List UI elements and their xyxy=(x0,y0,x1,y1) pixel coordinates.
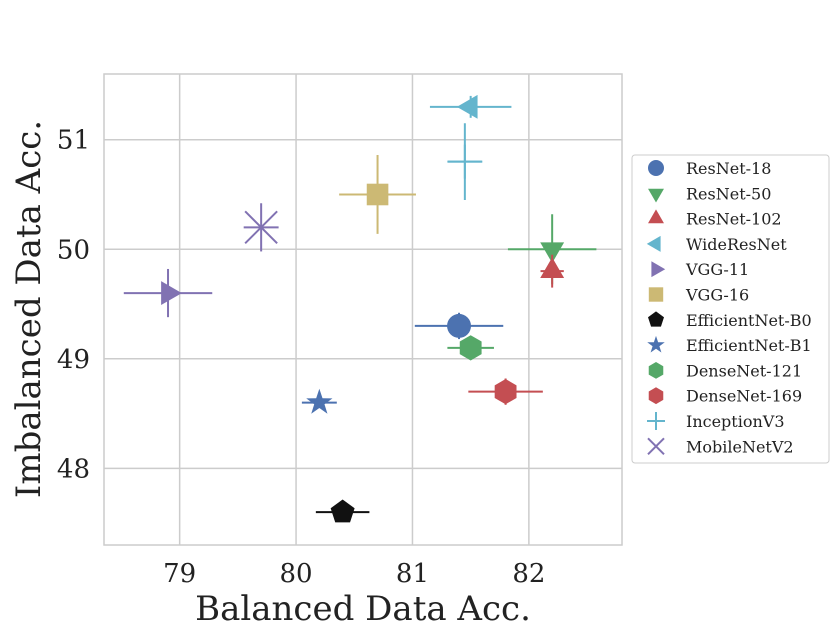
legend-entry-wideresnet: WideResNet xyxy=(646,235,787,254)
legend-label-wideresnet: WideResNet xyxy=(686,235,787,254)
marker-efficientnet-b0 xyxy=(330,499,355,523)
legend-entry-mobilenetv2: MobileNetV2 xyxy=(647,437,794,456)
legend-entry-vgg-11: VGG-11 xyxy=(651,260,749,279)
legend-label-mobilenetv2: MobileNetV2 xyxy=(686,437,794,456)
y-axis-title: Imbalanced Data Acc. xyxy=(9,120,49,498)
legend-marker-mobilenetv2 xyxy=(647,437,665,456)
legend-label-vgg-11: VGG-11 xyxy=(685,260,749,279)
legend-marker-densenet-121 xyxy=(648,362,664,379)
series-efficientnet-b0 xyxy=(315,499,370,523)
legend-entry-efficientnet-b0: EfficientNet-B0 xyxy=(648,311,812,330)
y-tick-label: 48 xyxy=(57,454,90,484)
legend-marker-resnet-102 xyxy=(648,209,664,224)
data-points xyxy=(123,94,597,523)
y-axis-ticks: 48 49 50 51 xyxy=(57,126,90,485)
legend-entry-vgg-16: VGG-16 xyxy=(648,286,749,305)
legend-marker-densenet-169 xyxy=(648,387,664,405)
plot-area xyxy=(103,73,623,546)
x-axis-ticks: 79 80 81 82 xyxy=(163,559,545,589)
marker-resnet-102 xyxy=(540,257,565,279)
legend-entry-inceptionv3: InceptionV3 xyxy=(647,412,785,431)
x-axis-title: Balanced Data Acc. xyxy=(195,589,531,623)
legend-marker-vgg-16 xyxy=(648,287,664,302)
legend-label-resnet-102: ResNet-102 xyxy=(686,210,782,229)
legend-label-efficientnet-b1: EfficientNet-B1 xyxy=(686,336,812,355)
marker-vgg-11 xyxy=(161,281,182,306)
marker-inceptionv3 xyxy=(447,144,482,179)
legend: ResNet-18 ResNet-50 ResNet-102 WideResNet VG… xyxy=(631,154,830,464)
marker-resnet-50 xyxy=(540,242,565,264)
legend-label-inceptionv3: InceptionV3 xyxy=(686,412,785,431)
y-tick-label: 51 xyxy=(57,126,90,156)
legend-marker-inceptionv3 xyxy=(647,412,665,430)
legend-label-resnet-18: ResNet-18 xyxy=(686,159,771,178)
legend-marker-wideresnet xyxy=(646,235,661,252)
legend-entry-resnet-18: ResNet-18 xyxy=(648,159,771,178)
x-tick-label: 82 xyxy=(512,559,545,589)
series-mobilenetv2 xyxy=(243,203,279,252)
legend-label-vgg-16: VGG-16 xyxy=(685,286,749,305)
legend-marker-efficientnet-b0 xyxy=(648,311,664,327)
legend-label-resnet-50: ResNet-50 xyxy=(686,184,771,203)
legend-entry-densenet-121: DenseNet-121 xyxy=(648,361,802,380)
y-tick-label: 50 xyxy=(57,235,90,265)
legend-entry-resnet-50: ResNet-50 xyxy=(648,184,771,203)
legend-box xyxy=(631,154,830,464)
marker-resnet-18 xyxy=(447,313,472,338)
y-tick-label: 49 xyxy=(57,345,90,375)
marker-efficientnet-b1 xyxy=(306,388,333,414)
marker-densenet-121 xyxy=(459,335,482,361)
x-tick-label: 79 xyxy=(163,559,196,589)
series-densenet-121 xyxy=(447,335,494,361)
marker-wideresnet xyxy=(456,94,478,119)
series-efficientnet-b1 xyxy=(301,388,337,414)
marker-densenet-169 xyxy=(494,379,517,405)
legend-marker-resnet-18 xyxy=(648,160,664,176)
legend-marker-efficientnet-b1 xyxy=(647,335,665,353)
legend-label-densenet-169: DenseNet-169 xyxy=(686,387,802,406)
legend-marker-vgg-11 xyxy=(651,261,666,278)
legend-entry-densenet-169: DenseNet-169 xyxy=(648,387,802,406)
x-tick-label: 81 xyxy=(396,559,429,589)
legend-entry-resnet-102: ResNet-102 xyxy=(648,209,782,229)
series-resnet-18 xyxy=(414,312,504,340)
series-resnet-102 xyxy=(540,254,565,288)
series-wideresnet xyxy=(429,94,512,119)
series-vgg-11 xyxy=(123,268,213,318)
marker-mobilenetv2 xyxy=(244,210,278,245)
legend-entry-efficientnet-b1: EfficientNet-B1 xyxy=(647,335,812,355)
series-densenet-169 xyxy=(468,378,543,405)
legend-label-efficientnet-b0: EfficientNet-B0 xyxy=(686,311,812,330)
series-vgg-16 xyxy=(339,155,416,234)
grid xyxy=(104,74,622,545)
legend-marker-resnet-50 xyxy=(648,188,664,203)
series-inceptionv3 xyxy=(447,123,483,200)
x-tick-label: 80 xyxy=(280,559,313,589)
legend-label-densenet-121: DenseNet-121 xyxy=(686,361,802,380)
marker-vgg-16 xyxy=(366,183,389,206)
